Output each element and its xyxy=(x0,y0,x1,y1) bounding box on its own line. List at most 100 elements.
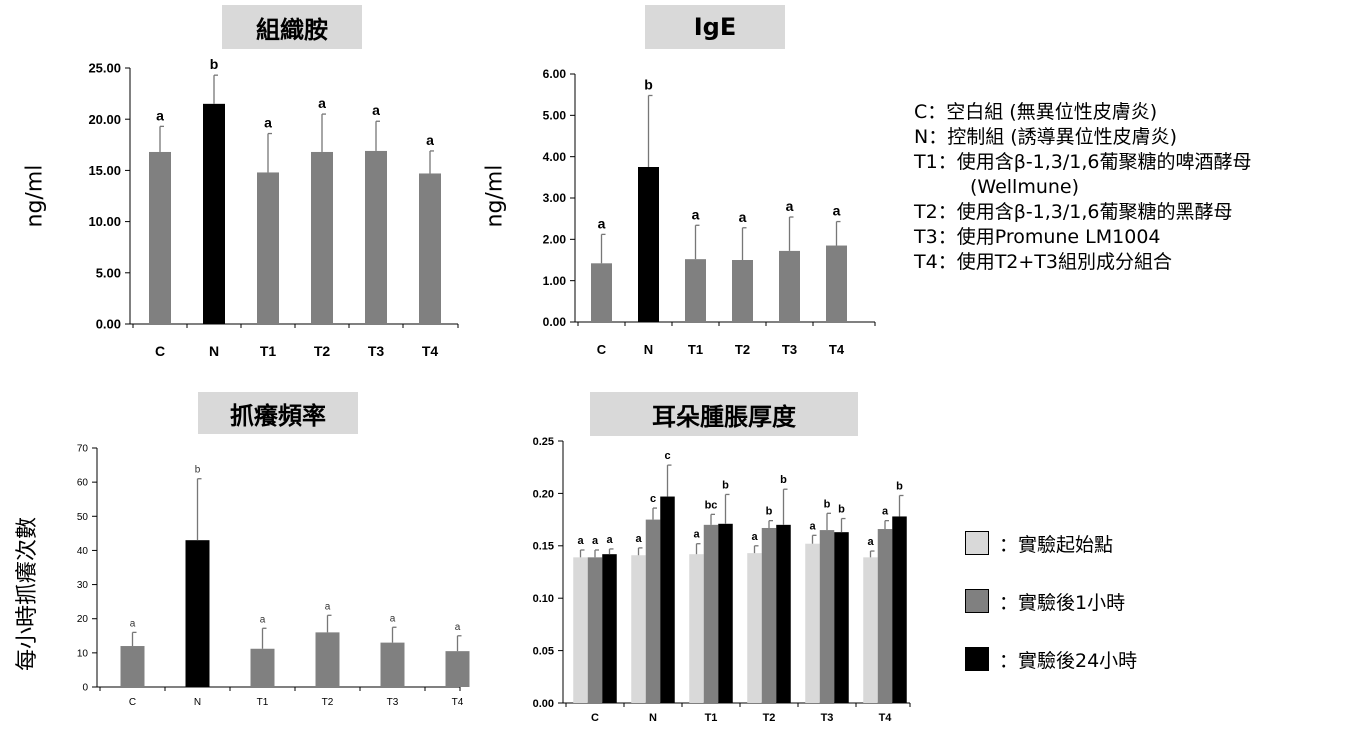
bar xyxy=(311,151,333,324)
y-tick-label: 15.00 xyxy=(88,163,121,178)
x-tick-label: C xyxy=(129,697,136,708)
bar xyxy=(591,263,612,322)
y-tick-label: 2.00 xyxy=(543,233,567,247)
y-tick-label: 0.00 xyxy=(96,317,121,332)
significance-letter: a xyxy=(455,622,461,633)
x-tick-label: T2 xyxy=(322,697,334,708)
y-tick-label: 10 xyxy=(77,648,89,659)
x-tick-label: T4 xyxy=(452,697,464,708)
significance-letter: a xyxy=(130,618,136,629)
significance-letter: b xyxy=(896,480,903,492)
bar xyxy=(892,516,907,703)
y-tick-label: 60 xyxy=(77,478,89,489)
legend-row-t3: T3：使用Promune LM1004 xyxy=(914,226,1161,248)
significance-letter: a xyxy=(577,535,584,547)
y-tick-label: 5.00 xyxy=(96,265,121,280)
bar xyxy=(776,524,791,703)
significance-letter: c xyxy=(664,450,670,462)
y-tick-label: 20 xyxy=(77,614,89,625)
x-tick-label: T2 xyxy=(735,342,750,357)
significance-letter: a xyxy=(739,209,747,225)
bar xyxy=(761,527,777,703)
bar xyxy=(185,540,210,687)
x-tick-label: T1 xyxy=(688,342,703,357)
bar xyxy=(703,524,719,703)
bar xyxy=(877,529,893,703)
bar xyxy=(747,553,762,703)
y-tick-label: 5.00 xyxy=(543,109,567,123)
histamine-plot: 0.00 5.00 10.00 15.00 20.00 25.00 C N T1 T2 T3 T4 a b… xyxy=(88,56,459,359)
ear-swelling-chart: 耳朵腫脹厚度 0.00 0.05 0.10 0.15 0.20 0.25 C N T1 T2 T3 T… xyxy=(470,385,940,736)
bar xyxy=(587,557,603,703)
y-tick-label: 10.00 xyxy=(88,214,121,229)
x-tick-label: T3 xyxy=(821,712,834,724)
chart-title: 組織胺 xyxy=(222,5,362,49)
significance-letter: b xyxy=(838,504,845,516)
significance-letter: a xyxy=(867,536,874,548)
group-definitions: C：空白組 (無異位性皮膚炎) N：控制組 (誘導異位性皮膚炎) T1：使用含β… xyxy=(914,100,1252,275)
x-tick-label: T1 xyxy=(257,697,269,708)
y-tick-label: 0.15 xyxy=(533,541,554,553)
bar xyxy=(826,245,847,322)
y-tick-label: 0.10 xyxy=(533,593,554,605)
significance-letter: a xyxy=(882,506,889,518)
x-tick-label: T4 xyxy=(879,712,893,724)
significance-letter: a xyxy=(692,206,700,222)
bar xyxy=(631,555,646,703)
y-tick-label: 25.00 xyxy=(88,61,121,76)
significance-letter: a xyxy=(260,614,266,625)
y-tick-label: 50 xyxy=(77,512,89,523)
chart-title: 抓癢頻率 xyxy=(198,392,358,434)
x-tick-label: N xyxy=(209,343,219,359)
histamine-chart: 組織胺 ng/ml 0.00 5.00 10.00 15.00 20.00 25.00 C N… xyxy=(0,0,470,380)
significance-letter: a xyxy=(635,533,642,545)
y-tick-label: 0.05 xyxy=(533,645,554,657)
x-tick-label: T2 xyxy=(763,712,776,724)
significance-letter: a xyxy=(264,115,272,131)
legend-swatch xyxy=(965,589,989,613)
y-tick-label: 20.00 xyxy=(88,112,121,127)
legend-row-t4: T4：使用T2+T3組別成分組合 xyxy=(914,251,1173,273)
ige-chart: IgE ng/ml 0.00 1.00 2.00 3.00 4.00 5.00 6.00 C N… xyxy=(470,0,890,380)
significance-letter: bc xyxy=(705,499,718,511)
bar xyxy=(732,260,753,322)
y-tick-label: 0 xyxy=(82,683,88,694)
x-tick-label: T3 xyxy=(782,342,797,357)
x-tick-label: N xyxy=(649,712,657,724)
bar xyxy=(203,103,225,324)
y-tick-label: 0.20 xyxy=(533,488,554,500)
legend-item-baseline: ：實驗起始點 xyxy=(965,528,1137,558)
legend-item-1h: ：實驗後1小時 xyxy=(965,586,1137,616)
bar xyxy=(120,646,145,687)
chart-title: 耳朵腫脹厚度 xyxy=(590,392,858,436)
bar xyxy=(660,496,675,703)
significance-letter: a xyxy=(156,107,164,123)
y-tick-label: 40 xyxy=(77,546,89,557)
significance-letter: b xyxy=(195,465,201,476)
significance-letter: a xyxy=(693,529,700,541)
significance-letter: a xyxy=(751,531,758,543)
significance-letter: a xyxy=(426,132,434,148)
bar xyxy=(250,648,275,687)
bar xyxy=(445,651,470,687)
x-tick-label: C xyxy=(155,343,165,359)
x-tick-label: C xyxy=(591,712,599,724)
y-tick-label: 4.00 xyxy=(543,150,567,164)
legend-row-c: C：空白組 (無異位性皮膚炎) xyxy=(914,101,1158,123)
legend-row-t1-cont: (Wellmune) xyxy=(970,176,1080,198)
x-tick-label: C xyxy=(597,342,607,357)
scratch-chart: 抓癢頻率 每小時抓癢次數 0 10 20 30 40 50 60 70 C N T1 T2 T3 T4 a b… xyxy=(0,385,470,736)
y-tick-label: 30 xyxy=(77,580,89,591)
significance-letter: a xyxy=(809,520,816,532)
bar xyxy=(805,543,820,703)
y-tick-label: 0.25 xyxy=(533,436,554,448)
y-tick-label: 0.00 xyxy=(533,698,554,710)
bar xyxy=(257,172,279,324)
significance-letter: a xyxy=(372,102,380,118)
ige-plot: 0.00 1.00 2.00 3.00 4.00 5.00 6.00 C N T1 T2 T3 T4 a b… xyxy=(543,67,876,357)
significance-letter: b xyxy=(766,506,773,518)
legend-item-24h: ：實驗後24小時 xyxy=(965,644,1137,674)
x-tick-label: T3 xyxy=(368,343,385,359)
bar xyxy=(689,554,704,703)
bar xyxy=(149,151,171,324)
